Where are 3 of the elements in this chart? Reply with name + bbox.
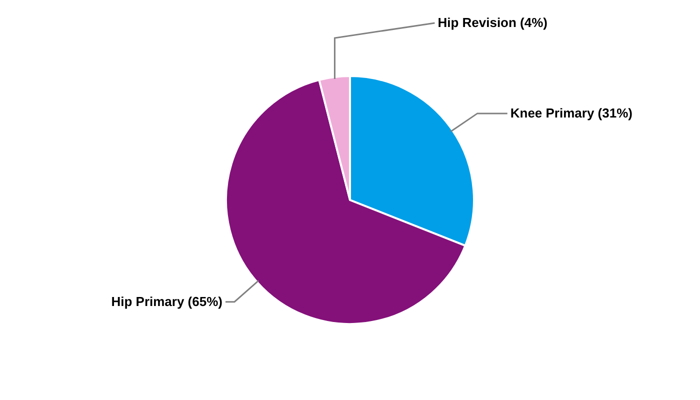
slice-label: Hip Revision (4%): [438, 15, 548, 30]
slice-label: Knee Primary (31%): [510, 105, 632, 120]
slice-label: Hip Primary (65%): [111, 294, 222, 309]
